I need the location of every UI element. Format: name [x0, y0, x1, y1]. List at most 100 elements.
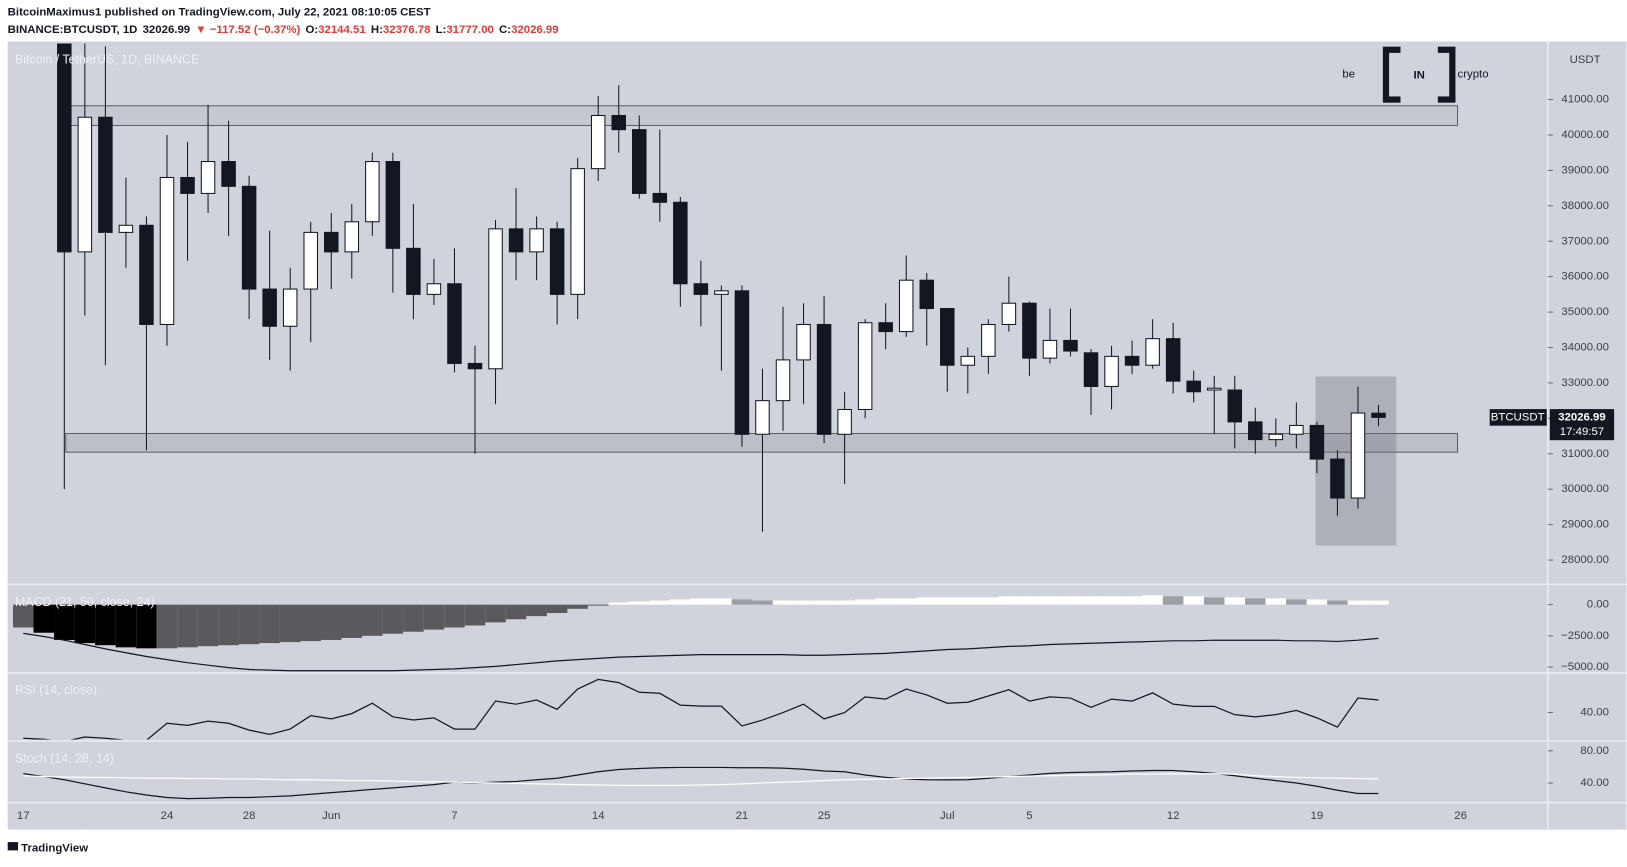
legend: Stoch (14, 28, 14) [15, 751, 114, 765]
histogram-bar [1306, 599, 1328, 605]
candle-body [1145, 338, 1160, 366]
histogram-bar [649, 600, 671, 605]
candle-body [1350, 412, 1366, 499]
histogram-bar [423, 604, 445, 630]
histogram-bar [74, 604, 96, 644]
candle-body [960, 355, 976, 366]
histogram-bar [115, 604, 137, 648]
x-tick-label: 21 [736, 810, 749, 822]
y-tick-label: 33000.00 [1561, 377, 1609, 389]
histogram-bar [690, 598, 712, 605]
candle-body [590, 114, 606, 170]
candle-body [1083, 352, 1099, 387]
pane [57, 43, 1386, 532]
header-segment: 32026.99 [143, 24, 191, 36]
histogram-bar [731, 599, 753, 605]
candle-body [1165, 338, 1181, 382]
candle-body [1227, 389, 1243, 423]
y-tick-label: 0.00 [1587, 599, 1609, 611]
histogram-bar [772, 600, 794, 605]
header-segment: ▼ −117.52 (−0.37%) [195, 24, 300, 36]
indicator-line [23, 773, 1379, 787]
candle-body [508, 228, 524, 253]
candle-body [447, 283, 462, 364]
histogram-bar [259, 604, 280, 644]
candle-body [426, 283, 442, 295]
y-tick-label: 40.00 [1580, 707, 1609, 719]
histogram-bar [587, 604, 609, 606]
histogram-bar [793, 600, 814, 605]
x-tick-label: 7 [451, 810, 457, 822]
candle-body [262, 288, 277, 327]
y-tick-label: 36000.00 [1561, 271, 1609, 283]
x-tick-label: Jun [322, 810, 340, 822]
histogram-bar [1265, 598, 1287, 605]
pane-separators [7, 41, 1627, 830]
last-price-tag [1549, 409, 1615, 441]
histogram-bar [1327, 600, 1348, 605]
candle-body [611, 114, 626, 131]
histogram-bar [546, 604, 568, 614]
candle-body [775, 359, 791, 402]
y-tick-label: 80.00 [1580, 745, 1609, 757]
pane [23, 678, 1379, 740]
candle-body [1248, 421, 1263, 441]
footer-brand: TradingView [21, 842, 88, 854]
logo-bracket-gap [1400, 45, 1438, 104]
candle-body [303, 231, 318, 290]
y-tick-label: 40.00 [1580, 777, 1609, 789]
candle-body [139, 224, 154, 325]
histogram-bar [362, 604, 383, 636]
candle-body [693, 283, 709, 295]
candle-body [77, 116, 93, 253]
footer-icon [7, 842, 19, 851]
candle-body [221, 161, 236, 187]
y-tick-label: 28000.00 [1561, 554, 1609, 566]
last-price-symbol-tag [1489, 409, 1547, 426]
header-segment: H: [371, 24, 383, 36]
candle-body [1206, 387, 1222, 391]
histogram-bar [813, 600, 835, 605]
x-tick-label: 19 [1311, 810, 1324, 822]
histogram-bar [998, 596, 1020, 605]
legend: RSI (14, close) [15, 683, 97, 697]
histogram-bar [300, 604, 321, 642]
candle-body [673, 201, 688, 285]
candle-body [1104, 355, 1119, 387]
y-tick-label: −5000.00 [1561, 661, 1609, 673]
candle-body [1001, 302, 1017, 325]
indicator-line [23, 632, 1379, 672]
candle-body [796, 323, 811, 361]
histogram-bar [177, 604, 198, 648]
histogram-bar [54, 604, 75, 640]
histogram-bar [834, 600, 855, 605]
histogram-bar [937, 597, 958, 605]
histogram-bar [854, 599, 876, 605]
histogram-bar [1347, 600, 1369, 605]
y-tick-label: 35000.00 [1561, 306, 1609, 318]
candle-body [898, 279, 914, 333]
candle-body [365, 161, 380, 223]
candle-body [488, 228, 503, 370]
candle-body [1186, 380, 1201, 393]
histogram-bar [464, 604, 486, 626]
candle-body [940, 308, 955, 366]
logo: be IN crypto [1342, 45, 1489, 104]
candle-body [1022, 302, 1037, 359]
histogram-bar [1060, 596, 1081, 605]
candle-body [652, 192, 668, 203]
x-tick-label: 28 [243, 810, 256, 822]
histogram-bar [403, 604, 424, 632]
y-tick-label: 41000.00 [1561, 94, 1609, 106]
pane [23, 766, 1379, 800]
candle-body [570, 168, 585, 295]
histogram-bar [711, 598, 732, 605]
y-tick-label: 37000.00 [1561, 235, 1609, 247]
y-tick-label: 30000.00 [1561, 483, 1609, 495]
candle-body [549, 228, 565, 295]
footer: TradingView [7, 842, 88, 854]
candle-body [323, 231, 339, 253]
histogram-bar [1080, 596, 1102, 605]
histogram-bar [238, 604, 260, 645]
